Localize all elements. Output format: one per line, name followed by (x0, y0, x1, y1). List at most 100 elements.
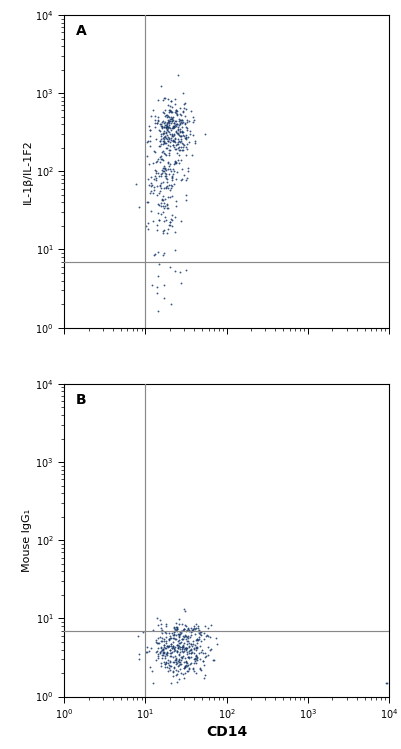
Point (161, 656, 168, 668)
Point (160, 197, 167, 209)
Point (178, 214, 184, 226)
Point (169, 220, 176, 232)
Point (193, 634, 199, 646)
Point (170, 135, 177, 147)
Point (161, 117, 167, 129)
Point (157, 185, 163, 197)
Point (161, 635, 168, 647)
Point (162, 165, 169, 177)
Point (170, 122, 176, 134)
Point (154, 180, 160, 192)
Point (174, 124, 181, 136)
Point (174, 118, 180, 130)
X-axis label: CD14: CD14 (206, 725, 247, 739)
Point (166, 111, 172, 123)
Point (171, 632, 177, 644)
Point (178, 163, 185, 175)
Point (162, 192, 168, 204)
Point (150, 187, 156, 199)
Point (176, 655, 182, 667)
Point (166, 121, 172, 133)
Point (172, 144, 179, 156)
Point (189, 640, 196, 652)
Point (198, 625, 204, 637)
Point (162, 211, 168, 223)
Point (187, 629, 194, 641)
Point (165, 121, 171, 133)
Point (150, 145, 157, 157)
Point (186, 136, 192, 148)
Point (171, 626, 177, 638)
Point (171, 117, 177, 129)
Point (159, 194, 165, 206)
Point (167, 117, 174, 129)
Point (181, 646, 187, 658)
Point (181, 103, 188, 115)
Point (145, 223, 151, 235)
Point (180, 633, 186, 645)
Point (177, 154, 184, 166)
Point (170, 670, 176, 682)
Point (174, 70, 181, 82)
Point (163, 214, 170, 226)
Point (186, 640, 192, 652)
Point (181, 130, 187, 142)
Point (136, 201, 142, 213)
Point (181, 604, 187, 616)
Point (162, 642, 168, 654)
Point (170, 139, 176, 151)
Point (193, 634, 200, 646)
Point (160, 643, 166, 655)
Point (163, 635, 169, 647)
Point (179, 618, 185, 630)
Point (199, 643, 205, 655)
Point (179, 118, 185, 130)
Point (158, 642, 164, 654)
Point (161, 137, 167, 149)
Point (167, 163, 174, 175)
Point (196, 628, 203, 640)
Point (186, 662, 192, 674)
Point (180, 643, 187, 655)
Point (166, 179, 172, 191)
Point (150, 215, 156, 227)
Point (159, 193, 165, 205)
Point (176, 631, 182, 643)
Point (171, 621, 177, 633)
Point (175, 659, 182, 671)
Point (173, 621, 180, 633)
Point (176, 649, 182, 661)
Point (158, 625, 164, 637)
Point (148, 205, 155, 217)
Point (158, 127, 164, 139)
Point (163, 657, 170, 669)
Point (172, 94, 178, 106)
Point (189, 635, 196, 647)
Point (193, 641, 199, 653)
Point (174, 623, 180, 635)
Point (160, 190, 166, 202)
Point (176, 652, 182, 664)
Point (168, 121, 175, 133)
Point (174, 136, 181, 148)
Point (168, 213, 174, 225)
Point (174, 138, 181, 150)
Point (160, 194, 166, 206)
Point (182, 103, 189, 115)
Point (170, 641, 176, 653)
Point (161, 646, 167, 658)
Point (196, 631, 203, 643)
Point (160, 639, 167, 651)
Point (194, 654, 200, 666)
Point (174, 127, 181, 139)
Point (160, 643, 167, 655)
Point (165, 93, 172, 105)
Point (186, 637, 192, 649)
Point (177, 144, 183, 156)
Point (156, 214, 162, 226)
Point (172, 103, 179, 115)
Point (167, 664, 173, 676)
Point (192, 652, 198, 664)
Point (183, 132, 190, 144)
Point (172, 157, 179, 169)
